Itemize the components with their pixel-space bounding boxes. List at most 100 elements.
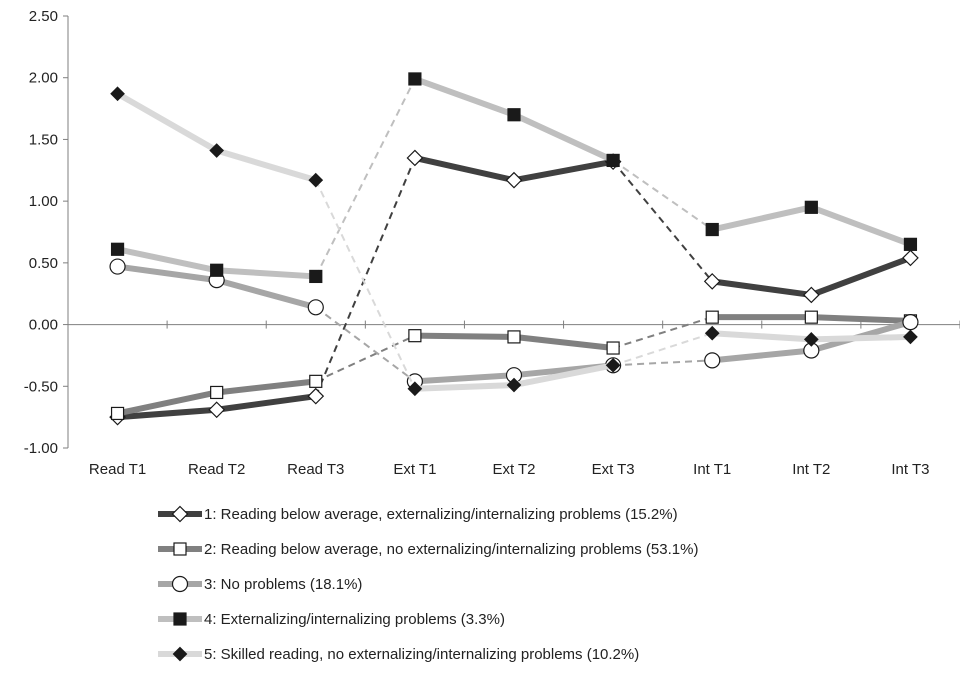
series-line-segment [709,347,815,364]
series-line-segment [213,378,319,396]
legend-item-4: 4: Externalizing/internalizing problems … [158,611,505,628]
data-point [803,332,819,347]
data-point [705,310,719,324]
series-line-segment [511,111,617,164]
data-point [507,108,521,122]
series-line-segment [511,333,617,352]
series-line-segment [213,393,319,413]
x-tick-label: Int T3 [891,461,929,478]
data-point [505,171,523,189]
series-line-segment [808,314,914,324]
series-line-dashed-segment [315,306,416,383]
y-tick-label: 0.50 [29,255,58,272]
series-line-segment [411,332,517,340]
series-4 [110,72,918,284]
legend-swatch-marker [172,646,188,662]
data-point [110,242,125,256]
data-point [804,200,818,214]
data-point [408,329,422,343]
data-point [110,86,125,102]
data-point [109,258,126,275]
data-point [309,374,323,388]
data-point [406,149,424,167]
series-line-segment [411,372,517,385]
series-line-segment [213,147,319,184]
data-point [606,153,620,168]
series-line-segment [808,204,914,248]
data-point [208,401,226,419]
legend-label: 5: Skilled reading, no externalizing/int… [204,646,639,663]
series-1 [109,149,919,426]
data-point [902,249,919,267]
series-line-dashed-segment [315,334,416,383]
series-line-segment [709,278,815,298]
legend-label: 2: Reading below average, no externalizi… [204,541,698,558]
series-line-dashed-segment [314,179,416,390]
legend-swatch-marker [171,505,189,523]
series-line-segment [808,333,914,343]
x-tick-label: Ext T1 [393,461,436,478]
plot-area [109,72,919,426]
legend-swatch-marker [173,612,187,626]
series-3 [109,258,919,390]
series-line-segment [411,75,517,118]
data-point [802,286,820,304]
series-5 [110,86,918,397]
series-line-segment [411,154,517,184]
data-point [307,387,325,405]
series-line-segment [114,246,220,274]
legend-item-5: 5: Skilled reading, no externalizing/int… [158,646,639,663]
x-tick-label: Int T2 [792,461,830,478]
data-point [210,263,224,277]
series-line-segment [709,204,815,233]
series-line-segment [709,330,815,343]
data-point [408,72,422,86]
series-line-segment [114,90,220,154]
axes: 2.50 2.00 1.50 1.00 0.50 0.00 -0.50 -1.00 Read T… [24,8,960,478]
y-tick-label: 2.50 [29,8,58,25]
y-tick-label: 1.50 [29,131,58,148]
legend-item-3: 3: No problems (18.1%) [158,575,362,593]
data-point [309,269,323,284]
series-line-dashed-segment [612,332,713,367]
series-line-segment [213,267,319,280]
y-tick-label: 0.00 [29,317,58,334]
legend-label: 1: Reading below average, externalizing/… [204,506,678,523]
x-tick-label: Read T1 [89,461,146,478]
series-line-dashed-segment [612,159,713,231]
data-point [110,406,125,421]
data-point [804,310,818,324]
y-tick-label: -1.00 [24,440,58,457]
series-line-dashed-segment [612,161,713,283]
y-tick-label: -0.50 [24,378,58,395]
data-point [210,385,224,400]
x-tick-label: Ext T3 [592,461,635,478]
data-point [308,172,324,188]
x-tick-label: Read T3 [287,461,344,478]
series-line-dashed-segment [314,78,416,277]
legend-swatch-marker [171,575,189,593]
legend-label: 3: No problems (18.1%) [204,576,362,593]
series-2 [110,310,918,421]
data-point [605,357,621,373]
series-line-dashed-segment [613,359,713,367]
series-line-segment [808,254,914,298]
legend-label: 4: Externalizing/internalizing problems … [204,611,505,628]
data-point [902,314,919,331]
data-point [903,329,918,345]
data-point [506,377,522,393]
data-point [704,325,720,341]
series-line-dashed-segment [612,316,713,349]
x-tick-label: Int T1 [693,461,731,478]
data-point [703,273,721,290]
data-point [507,330,521,344]
series-line-segment [114,389,220,417]
series-line-segment [213,277,319,311]
series-line-segment [114,263,220,284]
data-point [704,352,721,369]
x-tick-label: Read T2 [188,461,245,478]
y-tick-label: 2.00 [29,70,58,87]
series-line-segment [511,158,617,184]
legend: 1: Reading below average, externalizing/… [158,505,698,663]
